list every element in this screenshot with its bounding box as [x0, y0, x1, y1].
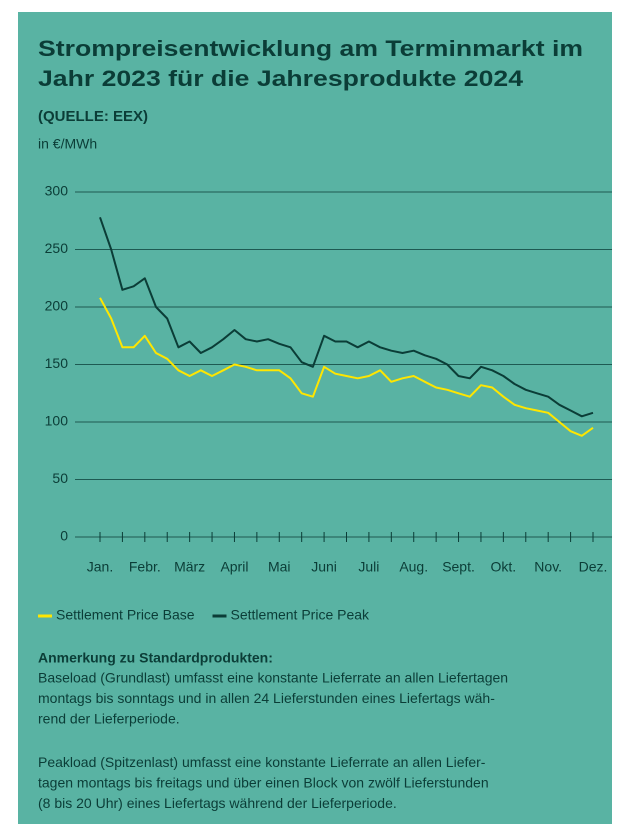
- notes-line: montags bis sonntags und in allen 24 Lie…: [38, 690, 495, 706]
- y-tick-label: 200: [45, 298, 69, 314]
- chart-title: Strompreisentwicklung am Terminmarkt im: [38, 36, 583, 61]
- notes-line: rend der Lieferperiode.: [38, 711, 180, 727]
- y-tick-label: 300: [45, 183, 69, 199]
- panel: [18, 12, 612, 824]
- x-tick-label: Jan.: [87, 559, 113, 575]
- x-tick-label: Mai: [268, 559, 291, 575]
- x-tick-label: April: [220, 559, 248, 575]
- x-tick-label: Sept.: [442, 559, 475, 575]
- notes-line: Baseload (Grundlast) umfasst eine konsta…: [38, 670, 508, 686]
- x-tick-label: Okt.: [491, 559, 517, 575]
- notes-heading: Anmerkung zu Standardprodukten:: [38, 650, 273, 666]
- y-axis-label: in €/MWh: [38, 136, 97, 152]
- series-line: [99, 297, 594, 437]
- legend-label: Settlement Price Peak: [231, 607, 371, 623]
- x-tick-label: Juni: [311, 559, 337, 575]
- y-tick-label: 100: [45, 413, 69, 429]
- x-tick-label: Dez.: [579, 559, 608, 575]
- x-tick-label: Aug.: [399, 559, 428, 575]
- x-tick-label: Febr.: [129, 559, 161, 575]
- legend-label: Settlement Price Base: [56, 607, 195, 623]
- x-tick-label: Nov.: [534, 559, 562, 575]
- x-tick-label: März: [174, 559, 205, 575]
- series-line: [99, 216, 594, 418]
- y-tick-label: 50: [52, 470, 68, 486]
- y-tick-label: 0: [60, 528, 68, 544]
- notes-line: Peakload (Spitzenlast) umfasst eine kons…: [38, 754, 486, 770]
- notes-line: tagen montags bis freitags und über eine…: [38, 775, 489, 791]
- y-tick-label: 250: [45, 240, 69, 256]
- x-tick-label: Juli: [358, 559, 379, 575]
- chart-title: Jahr 2023 für die Jahresprodukte 2024: [38, 66, 524, 91]
- chart-subtitle: (QUELLE: EEX): [38, 108, 148, 125]
- y-tick-label: 150: [45, 355, 69, 371]
- notes-line: (8 bis 20 Uhr) eines Liefertags während …: [38, 795, 397, 811]
